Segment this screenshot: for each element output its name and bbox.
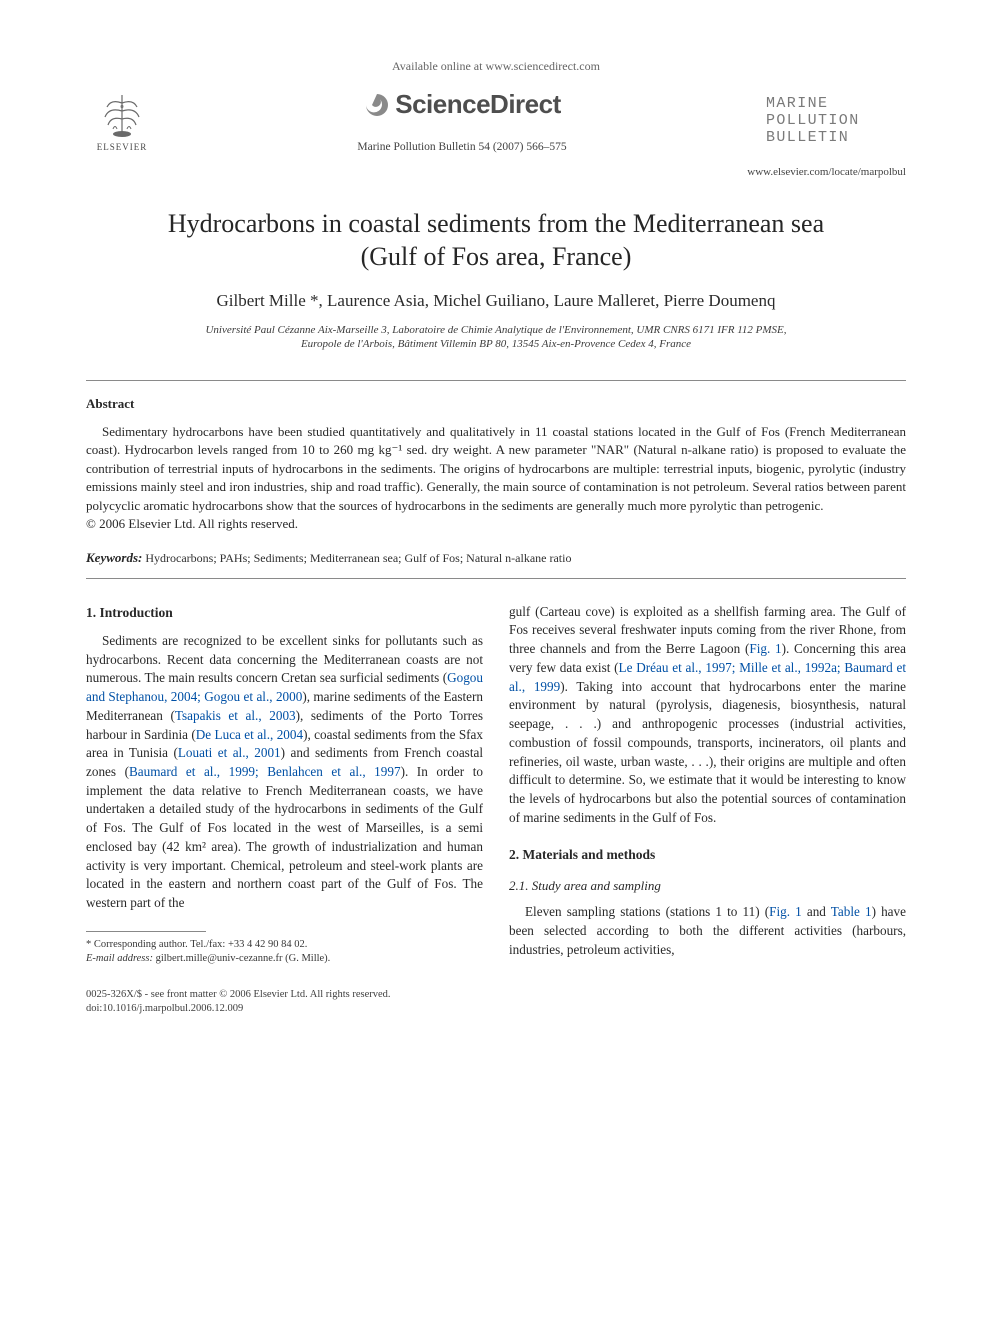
article-title: Hydrocarbons in coastal sediments from t… bbox=[86, 208, 906, 273]
section1-heading: 1. Introduction bbox=[86, 603, 483, 622]
doi-block: 0025-326X/$ - see front matter © 2006 El… bbox=[86, 988, 906, 1015]
affiliation-line2: Europole de l'Arbois, Bâtiment Villemin … bbox=[301, 338, 691, 350]
keywords: Keywords: Hydrocarbons; PAHs; Sediments;… bbox=[86, 549, 906, 567]
abstract-copyright: © 2006 Elsevier Ltd. All rights reserved… bbox=[86, 516, 298, 531]
email-suffix: (G. Mille). bbox=[282, 953, 330, 964]
sciencedirect-logo: ScienceDirect bbox=[363, 86, 560, 122]
affiliation-line1: Université Paul Cézanne Aix-Marseille 3,… bbox=[205, 324, 786, 336]
title-line2: (Gulf of Fos area, France) bbox=[361, 242, 632, 271]
two-column-body: 1. Introduction Sediments are recognized… bbox=[86, 603, 906, 967]
abstract-body: Sedimentary hydrocarbons have been studi… bbox=[86, 423, 906, 515]
section2-heading: 2. Materials and methods bbox=[509, 845, 906, 864]
journal-url: www.elsevier.com/locate/marpolbul bbox=[86, 165, 906, 180]
affiliation: Université Paul Cézanne Aix-Marseille 3,… bbox=[86, 323, 906, 352]
journal-logo: MARINE POLLUTION BULLETIN bbox=[766, 95, 906, 147]
section2-paragraph: Eleven sampling stations (stations 1 to … bbox=[509, 903, 906, 959]
corresp-line1: * Corresponding author. Tel./fax: +33 4 … bbox=[86, 938, 483, 952]
doi-line: doi:10.1016/j.marpolbul.2006.12.009 bbox=[86, 1002, 906, 1016]
journal-logo-line2: POLLUTION bbox=[766, 112, 906, 129]
front-matter-line: 0025-326X/$ - see front matter © 2006 El… bbox=[86, 988, 906, 1002]
abstract-heading: Abstract bbox=[86, 395, 906, 413]
authors: Gilbert Mille *, Laurence Asia, Michel G… bbox=[86, 289, 906, 313]
journal-reference: Marine Pollution Bulletin 54 (2007) 566–… bbox=[158, 139, 766, 155]
available-online-text: Available online at www.sciencedirect.co… bbox=[86, 58, 906, 75]
keywords-text: Hydrocarbons; PAHs; Sediments; Mediterra… bbox=[142, 551, 571, 565]
ref-tsapakis[interactable]: Tsapakis et al., 2003 bbox=[175, 708, 296, 723]
elsevier-label: ELSEVIER bbox=[97, 141, 148, 154]
abstract-text: Sedimentary hydrocarbons have been studi… bbox=[86, 423, 906, 534]
ref-baumard[interactable]: Baumard et al., 1999; Benlahcen et al., … bbox=[129, 764, 401, 779]
title-line1: Hydrocarbons in coastal sediments from t… bbox=[168, 209, 824, 238]
t: ). In order to implement the data relati… bbox=[86, 764, 483, 910]
elsevier-logo: ELSEVIER bbox=[86, 81, 158, 161]
elsevier-tree-icon bbox=[97, 89, 147, 139]
intro-paragraph-left: Sediments are recognized to be excellent… bbox=[86, 632, 483, 913]
t: Eleven sampling stations (stations 1 to … bbox=[525, 904, 769, 919]
corresponding-author: * Corresponding author. Tel./fax: +33 4 … bbox=[86, 938, 483, 966]
intro-paragraph-right: gulf (Carteau cove) is exploited as a sh… bbox=[509, 603, 906, 828]
t: ). Taking into account that hydrocarbons… bbox=[509, 679, 906, 825]
footnote-rule bbox=[86, 931, 206, 932]
sciencedirect-text: ScienceDirect bbox=[395, 86, 560, 122]
right-column: gulf (Carteau cove) is exploited as a sh… bbox=[509, 603, 906, 967]
left-column: 1. Introduction Sediments are recognized… bbox=[86, 603, 483, 967]
ref-fig1b[interactable]: Fig. 1 bbox=[769, 904, 802, 919]
ref-louati[interactable]: Louati et al., 2001 bbox=[178, 745, 281, 760]
t: Sediments are recognized to be excellent… bbox=[86, 633, 483, 685]
t: and bbox=[802, 904, 831, 919]
keywords-label: Keywords: bbox=[86, 550, 142, 565]
ref-deluca[interactable]: De Luca et al., 2004 bbox=[196, 727, 303, 742]
journal-logo-line1: MARINE bbox=[766, 95, 906, 112]
ref-fig1[interactable]: Fig. 1 bbox=[749, 641, 781, 656]
sciencedirect-block: ScienceDirect Marine Pollution Bulletin … bbox=[158, 86, 766, 155]
email-address[interactable]: gilbert.mille@univ-cezanne.fr bbox=[153, 953, 283, 964]
email-label: E-mail address: bbox=[86, 953, 153, 964]
rule-above-abstract bbox=[86, 380, 906, 381]
section2-1-heading: 2.1. Study area and sampling bbox=[509, 877, 906, 895]
header-row: ELSEVIER ScienceDirect Marine Pollution … bbox=[86, 81, 906, 161]
journal-logo-line3: BULLETIN bbox=[766, 129, 906, 146]
ref-table1[interactable]: Table 1 bbox=[831, 904, 872, 919]
rule-below-keywords bbox=[86, 578, 906, 579]
sciencedirect-swirl-icon bbox=[363, 91, 391, 119]
